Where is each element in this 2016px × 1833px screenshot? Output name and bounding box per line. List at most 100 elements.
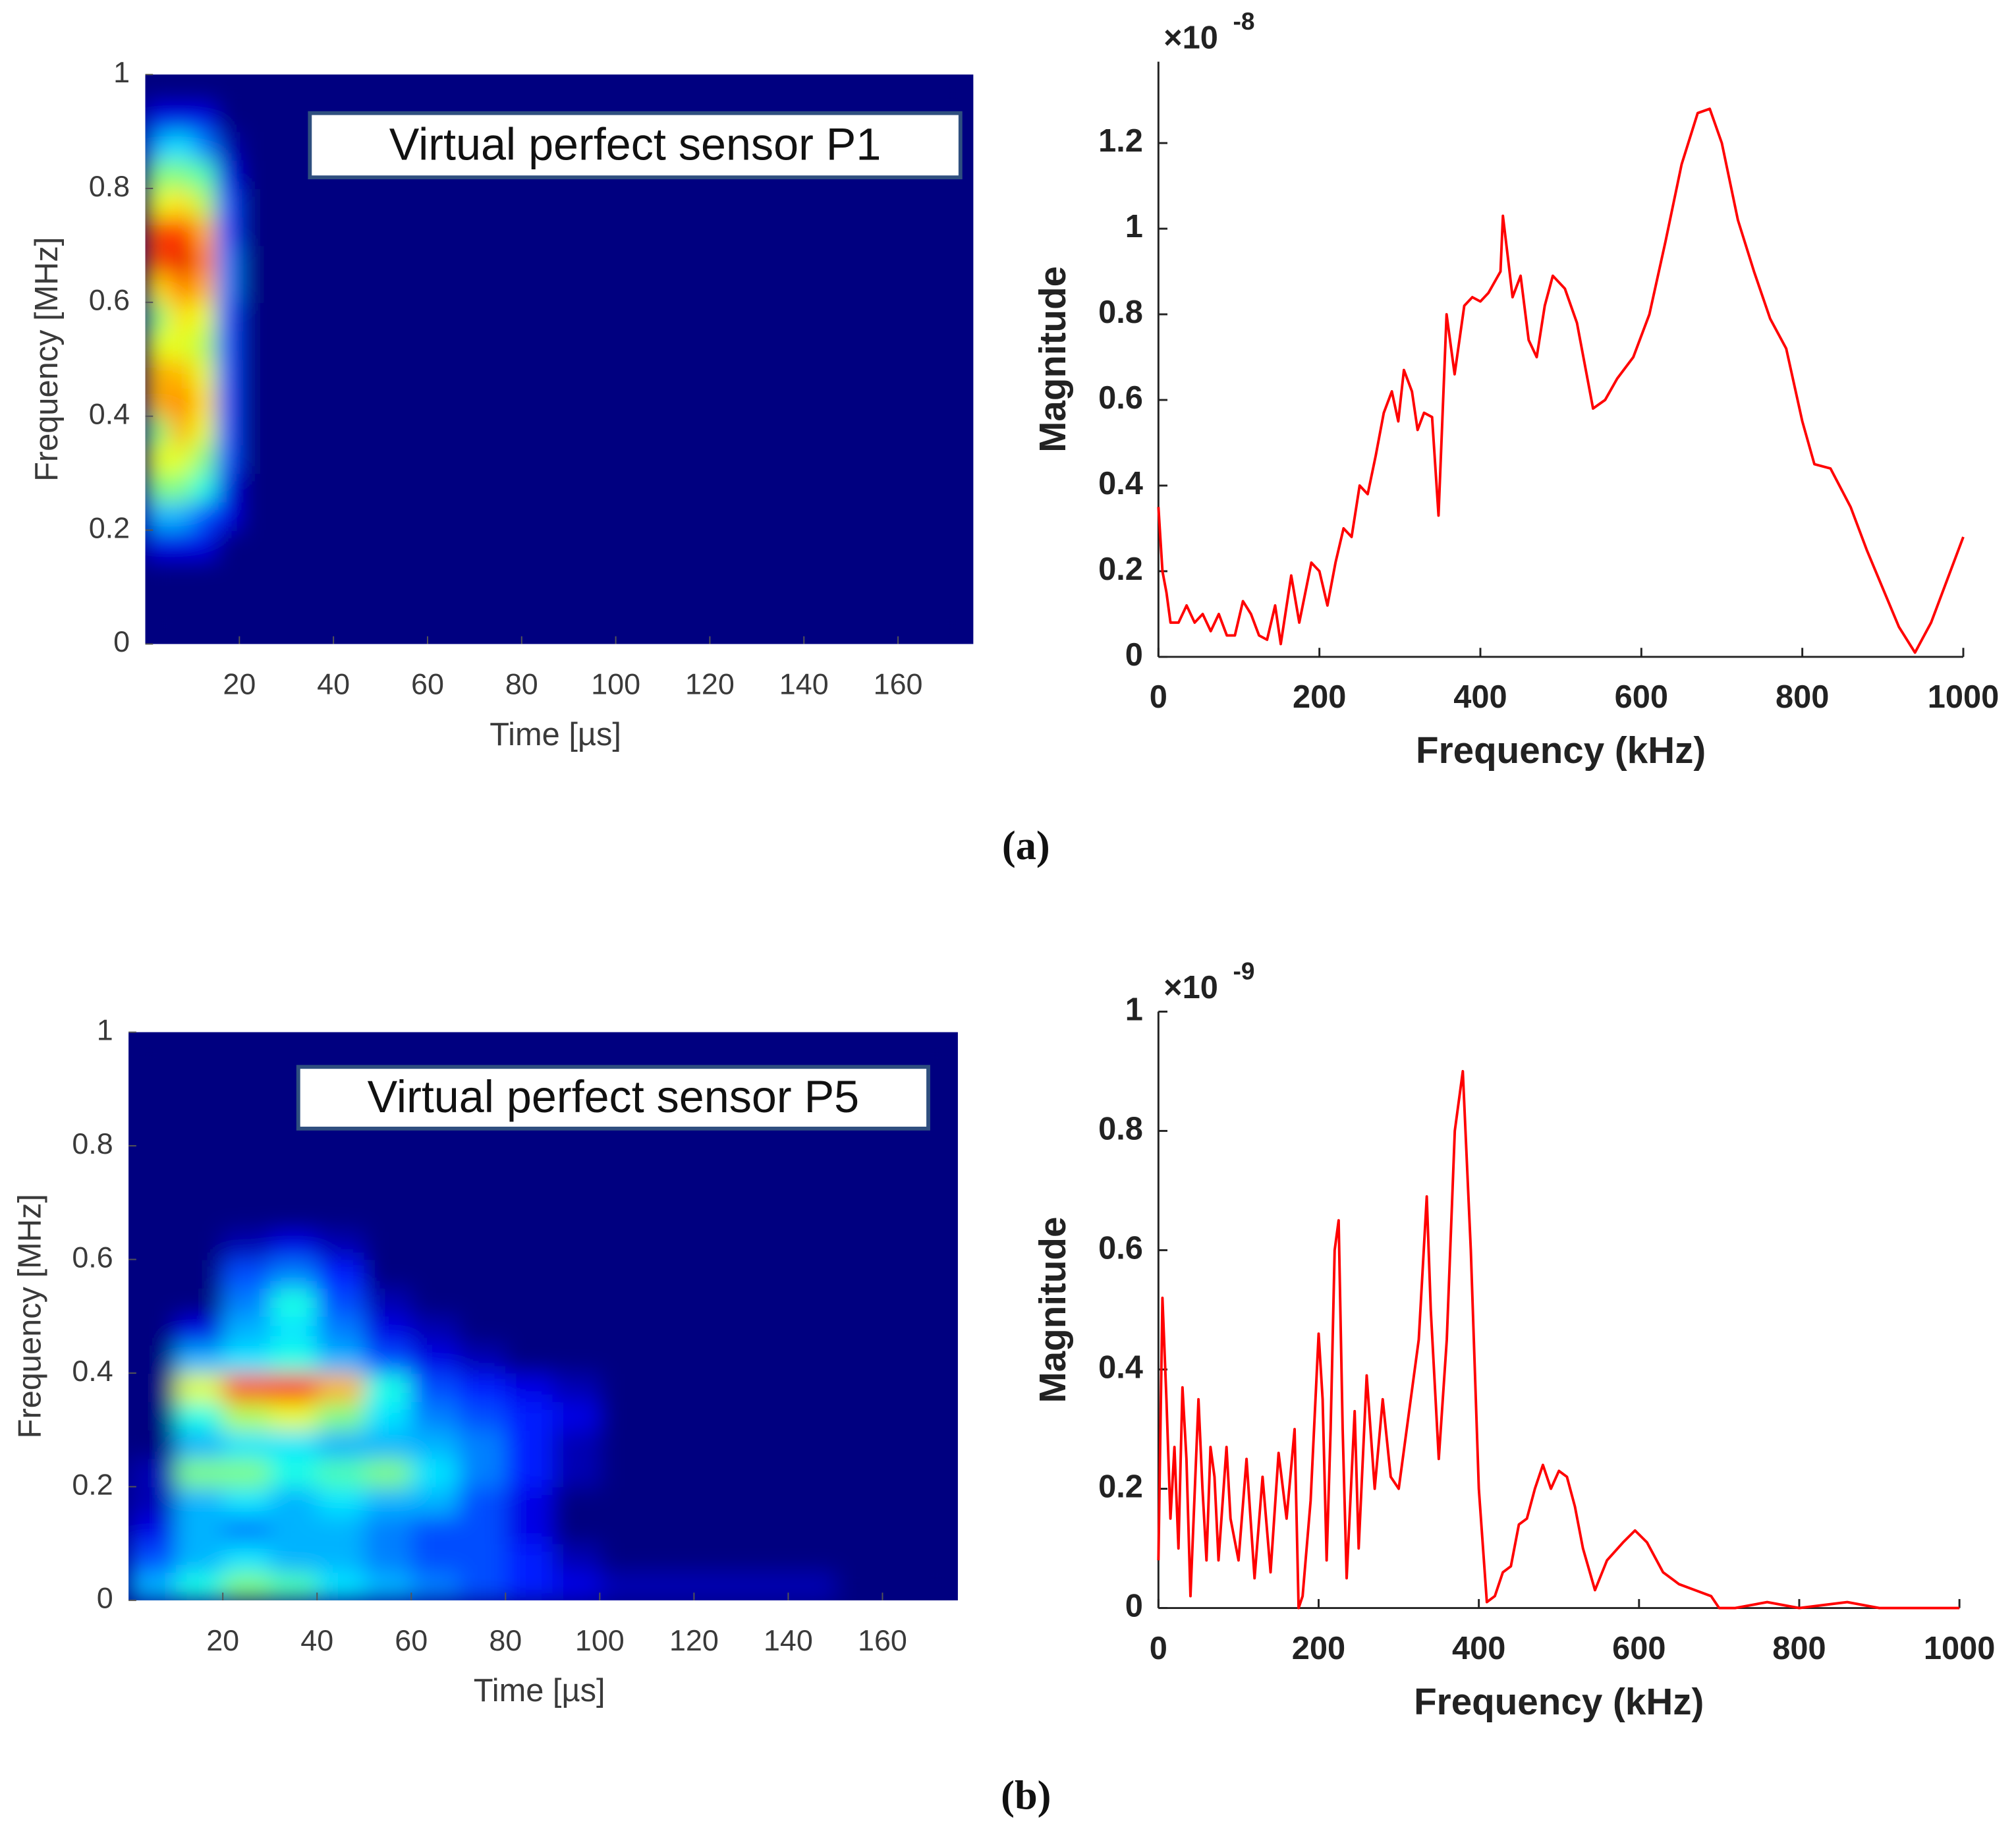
- heat-cell: [835, 1032, 958, 1232]
- heat-cell: [192, 103, 217, 132]
- y-tick-label: 0.8: [1098, 295, 1143, 330]
- x-tick-label: 100: [575, 1623, 625, 1657]
- heat-cell: [600, 1543, 836, 1573]
- heat-cell: [145, 103, 170, 132]
- heat-cell: [169, 558, 193, 588]
- heat-cell: [145, 359, 170, 389]
- heat-cell: [269, 1344, 318, 1374]
- heat-cell: [169, 273, 193, 303]
- heat-cell: [317, 1287, 365, 1317]
- heat-cell: [600, 1401, 836, 1431]
- x-tick-label: 120: [669, 1623, 719, 1657]
- x-tick-label: 600: [1612, 1631, 1666, 1666]
- y-tick-label: 1.2: [1098, 123, 1143, 159]
- heat-cell: [600, 1316, 836, 1345]
- heat-cell: [215, 359, 240, 389]
- heat-cell: [552, 1316, 601, 1345]
- heat-cell: [215, 159, 240, 189]
- heat-cell: [458, 1458, 507, 1488]
- heat-cell: [169, 444, 193, 474]
- heat-cell: [835, 1543, 958, 1573]
- heat-cell: [552, 1372, 601, 1403]
- heat-cell: [411, 1571, 459, 1600]
- heat-cell: [317, 1231, 365, 1260]
- heat-cell: [215, 245, 240, 275]
- heat-cell: [239, 188, 974, 218]
- exponent-base: ×10: [1163, 970, 1218, 1005]
- heat-cell: [175, 1316, 224, 1345]
- heat-cell: [175, 1515, 224, 1544]
- heat-cell: [505, 1032, 553, 1232]
- heat-cell: [458, 1430, 507, 1459]
- heat-cell: [505, 1571, 553, 1600]
- heat-cell: [223, 1316, 271, 1345]
- x-tick-label: 40: [300, 1623, 333, 1657]
- heat-cell: [317, 1259, 365, 1289]
- heat-cell: [169, 473, 193, 503]
- heat-cell: [175, 1287, 224, 1317]
- heat-cell: [600, 1231, 836, 1260]
- heat-cell: [317, 1571, 365, 1600]
- y-axis-label: Magnitude: [1032, 266, 1073, 453]
- heat-cell: [215, 530, 240, 559]
- heat-cell: [169, 387, 193, 417]
- heat-cell: [239, 473, 974, 503]
- heat-cell: [552, 1571, 601, 1600]
- y-tick-label: 0.8: [89, 169, 130, 203]
- heat-cell: [239, 615, 974, 644]
- heat-cell: [175, 1458, 224, 1488]
- heat-cell: [600, 1287, 836, 1317]
- heat-cell: [505, 1515, 553, 1544]
- chart: 20 40 60 80 100 120 140 160 0 0.2 0.4 0.6 0.8 1 Time […: [13, 1013, 958, 1708]
- heat-cell: [215, 103, 240, 132]
- heat-cell: [458, 1543, 507, 1573]
- heat-cell: [364, 1401, 412, 1431]
- heat-cell: [145, 558, 170, 588]
- heat-cell: [145, 473, 170, 503]
- heat-cell: [169, 302, 193, 332]
- heat-cell: [458, 1486, 507, 1516]
- heat-cell: [239, 530, 974, 559]
- annotation-box: [296, 1065, 930, 1131]
- heat-cell: [145, 416, 170, 445]
- heat-cell: [128, 1231, 177, 1260]
- heat-cell: [215, 615, 240, 644]
- heat-cell: [458, 1259, 507, 1289]
- heat-cell: [223, 1430, 271, 1459]
- heat-cell: [223, 1287, 271, 1317]
- heat-cell: [192, 131, 217, 161]
- heat-cell: [505, 1401, 553, 1431]
- heat-cell: [552, 1259, 601, 1289]
- heat-cell: [269, 1571, 318, 1600]
- y-tick-label: 0: [97, 1581, 113, 1615]
- heat-cell: [215, 302, 240, 332]
- heat-cell: [239, 586, 974, 617]
- heat-cell: [269, 1287, 318, 1317]
- heat-cell: [239, 245, 974, 275]
- heat-cell: [364, 1486, 412, 1516]
- heat-cell: [169, 359, 193, 389]
- heat-cell: [458, 1032, 507, 1232]
- chart: 20 40 60 80 100 120 140 160 0 0.2 0.4 0.6 0.8 1 Time […: [29, 55, 974, 752]
- y-tick-label: 0.2: [1098, 551, 1143, 587]
- heat-cell: [215, 74, 240, 104]
- heat-cell: [552, 1032, 601, 1232]
- heat-cell: [223, 1401, 271, 1431]
- heat-cell: [128, 1486, 177, 1516]
- heat-cell: [223, 1458, 271, 1488]
- heat-cell: [239, 444, 974, 474]
- y-tick-label: 0.4: [1098, 1349, 1143, 1385]
- heat-cell: [128, 1430, 177, 1459]
- x-tick-label: 160: [874, 667, 923, 701]
- heat-cell: [364, 1430, 412, 1459]
- heat-cell: [269, 1401, 318, 1431]
- x-axis-label: Time [µs]: [474, 1673, 605, 1708]
- heat-cell: [269, 1430, 318, 1459]
- heat-cell: [458, 1401, 507, 1431]
- heat-cell: [364, 1287, 412, 1317]
- heat-cell: [317, 1344, 365, 1374]
- caption: (b): [1001, 1772, 1051, 1819]
- heat-cell: [835, 1430, 958, 1459]
